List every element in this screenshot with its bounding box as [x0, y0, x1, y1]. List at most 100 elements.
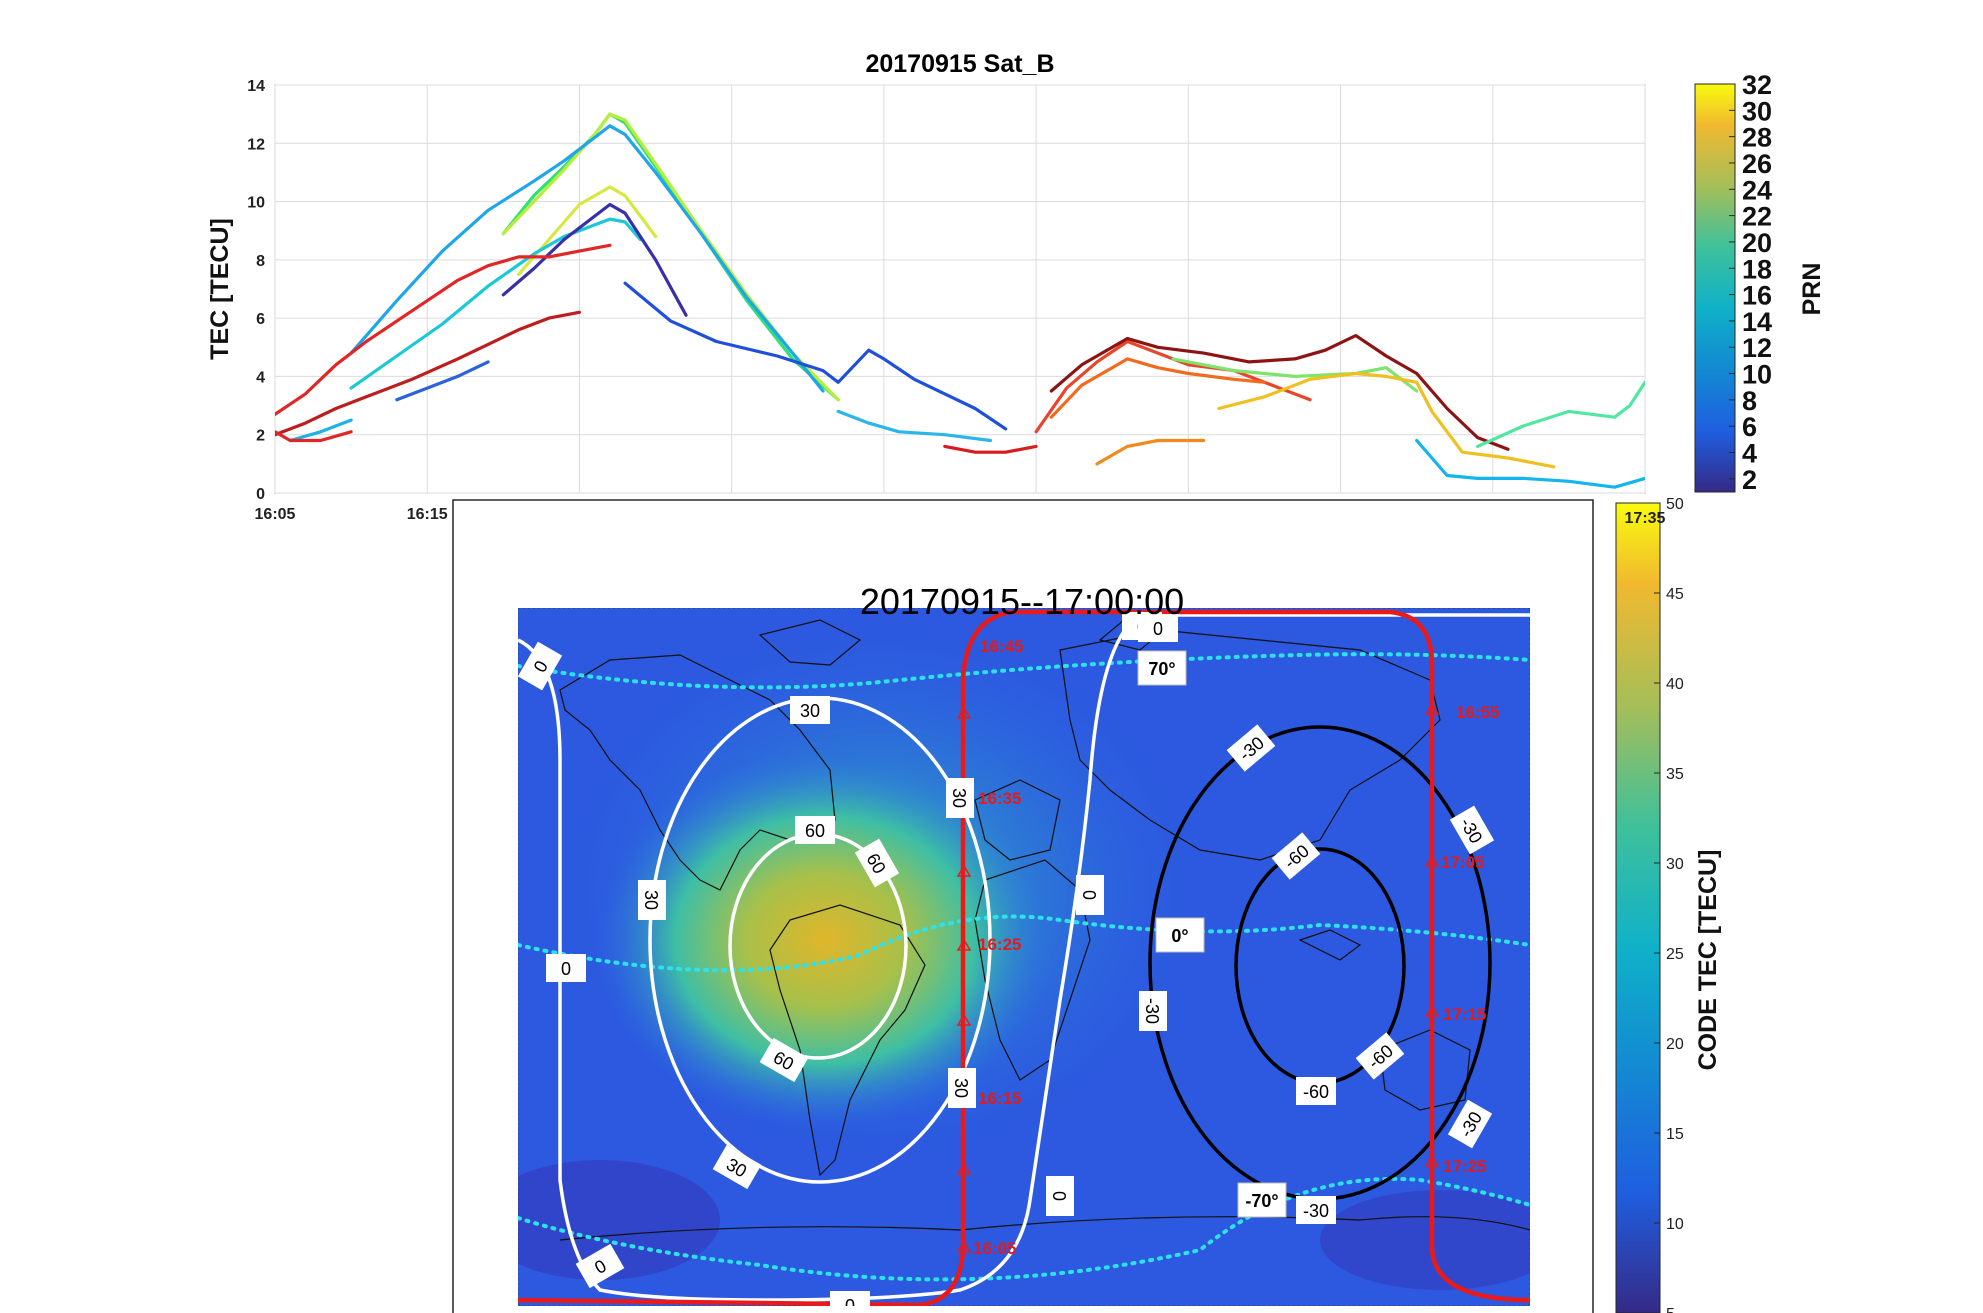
- track-time-label: 16:25: [978, 935, 1021, 954]
- tec-series-line: [1171, 357, 1419, 393]
- tec-tick-label: 45: [1666, 586, 1684, 603]
- top-x-tick-last: 17:35: [1625, 510, 1666, 527]
- tec-map-cold-region: [1320, 1190, 1530, 1290]
- contour-label: 0: [518, 641, 563, 691]
- contour-label: -30: [1139, 991, 1167, 1031]
- tec-map-panel: 000000003030303030606060-30-30-30-30-30-…: [452, 499, 1594, 1313]
- svg-text:-30: -30: [1303, 1201, 1329, 1221]
- tec-line-chart: 0246810121416:0516:1516:2516:3516:4516:5…: [206, 50, 1646, 523]
- top-chart-title: 20170915 Sat_B: [865, 50, 1054, 78]
- prn-tick-label: 26: [1742, 149, 1772, 179]
- tec-series-line: [275, 310, 582, 437]
- contour-label: 30: [946, 778, 974, 818]
- track-time-labels: 16:05 16:15 16:25 16:35 16:45 16:55 17:05 17:15…: [620, 637, 1499, 1313]
- tec-series-line: [395, 360, 490, 402]
- latitude-label: 70°: [1137, 650, 1187, 686]
- x-tick-label: 16:15: [407, 506, 448, 523]
- y-tick-label: 12: [247, 136, 265, 153]
- contour-label: 30: [712, 1144, 762, 1190]
- tec-tick-label: 35: [1666, 766, 1684, 783]
- contour-label: -30: [1296, 1196, 1336, 1224]
- svg-text:-30: -30: [1142, 998, 1162, 1024]
- prn-tick-label: 4: [1742, 439, 1757, 469]
- tec-series-line: [349, 217, 642, 390]
- tec-series-line: [288, 418, 353, 443]
- prn-tick-label: 28: [1742, 123, 1772, 153]
- top-y-axis-label: TEC [TECU]: [206, 218, 234, 360]
- svg-text:70°: 70°: [1148, 659, 1175, 679]
- svg-text:-70°: -70°: [1245, 1191, 1278, 1211]
- track-time-label: 17:05: [1441, 853, 1484, 872]
- tec-series-line: [1049, 357, 1267, 419]
- track-time-label: 16:45: [980, 637, 1023, 656]
- prn-tick-label: 14: [1742, 307, 1772, 337]
- prn-tick-label: 18: [1742, 254, 1772, 284]
- tec-tick-label: 10: [1666, 1216, 1684, 1233]
- map-title: 20170915--17:00:00: [860, 581, 1184, 622]
- tec-tick-label: 15: [1666, 1126, 1684, 1143]
- contour-label: 30: [790, 696, 830, 724]
- svg-text:60: 60: [805, 821, 825, 841]
- y-tick-label: 14: [247, 78, 265, 95]
- svg-text:0: 0: [561, 959, 571, 979]
- track-time-label: 16:15: [978, 1089, 1021, 1108]
- contour-label: 0: [575, 1243, 625, 1289]
- tec-series-line: [501, 112, 840, 402]
- track-time-label: 16:05: [973, 1239, 1016, 1258]
- svg-text:0: 0: [1153, 619, 1163, 639]
- prn-colorbar-ramp: [1694, 83, 1736, 493]
- contour-labels: 000000003030303030606060-30-30-30-30-30-…: [518, 612, 1495, 1306]
- prn-tick-label: 30: [1742, 96, 1772, 126]
- tec-series-line: [1049, 334, 1510, 451]
- prn-tick-label: 8: [1742, 386, 1757, 416]
- latitude-labels: 70° 0° -70°: [1137, 650, 1287, 1218]
- y-tick-label: 0: [256, 486, 265, 503]
- prn-tick-label: 16: [1742, 281, 1772, 311]
- tec-tick-label: 20: [1666, 1036, 1684, 1053]
- tec-series-line: [501, 202, 688, 317]
- prn-tick-label: 2: [1742, 465, 1757, 495]
- contour-label: 0: [1046, 1176, 1074, 1216]
- tec-series-line: [275, 430, 353, 443]
- svg-text:30: 30: [800, 701, 820, 721]
- tec-colorbar-label: CODE TEC [TECU]: [1694, 850, 1722, 1071]
- svg-text:30: 30: [641, 890, 661, 910]
- tec-series-line: [275, 243, 612, 416]
- latitude-label: 0°: [1155, 917, 1205, 953]
- prn-tick-label: 12: [1742, 333, 1772, 363]
- satellite-ground-track: [518, 609, 1530, 1306]
- tec-map-cold-region: [518, 1160, 720, 1280]
- tec-series-line: [516, 185, 658, 276]
- svg-text:0°: 0°: [1171, 926, 1188, 946]
- tec-tick-label: 50: [1666, 496, 1684, 513]
- tec-colorbar-ramp: [1615, 502, 1661, 1313]
- top-plot-area: [274, 84, 1646, 494]
- tec-series-line: [1095, 438, 1206, 466]
- track-time-label: 16:55: [1456, 703, 1499, 722]
- contour-label: 0: [830, 1291, 870, 1306]
- track-time-label: 17:15: [1443, 1005, 1486, 1024]
- tec-colorbar: 5 10 15 20 25 30 35 40 45 50 CODE TEC [TECU]: [1615, 496, 1722, 1313]
- prn-tick-label: 32: [1742, 70, 1772, 100]
- prn-colorbar-label: PRN: [1798, 263, 1826, 316]
- geomagnetic-latitude-lines: [518, 652, 1530, 1282]
- top-series-group: [275, 112, 1645, 489]
- tec-series-line: [836, 409, 993, 443]
- prn-tick-label: 10: [1742, 360, 1772, 390]
- prn-tick-label: 24: [1742, 175, 1772, 205]
- prn-tick-label: 6: [1742, 412, 1757, 442]
- latitude-label: -70°: [1237, 1182, 1287, 1218]
- svg-text:0: 0: [1049, 1191, 1069, 1201]
- contour-label: 0: [1138, 614, 1178, 642]
- tec-series-line: [349, 124, 825, 393]
- tec-tick-label: 25: [1666, 946, 1684, 963]
- tec-colorbar-ticks: 5 10 15 20 25 30 35 40 45 50: [1654, 496, 1684, 1313]
- contour-label: 60: [759, 1037, 809, 1083]
- tec-series-line: [943, 444, 1038, 454]
- track-time-label: 17:25: [1443, 1157, 1486, 1176]
- track-time-label: 17:35: [620, 1303, 663, 1313]
- contour-label: 30: [948, 1068, 976, 1108]
